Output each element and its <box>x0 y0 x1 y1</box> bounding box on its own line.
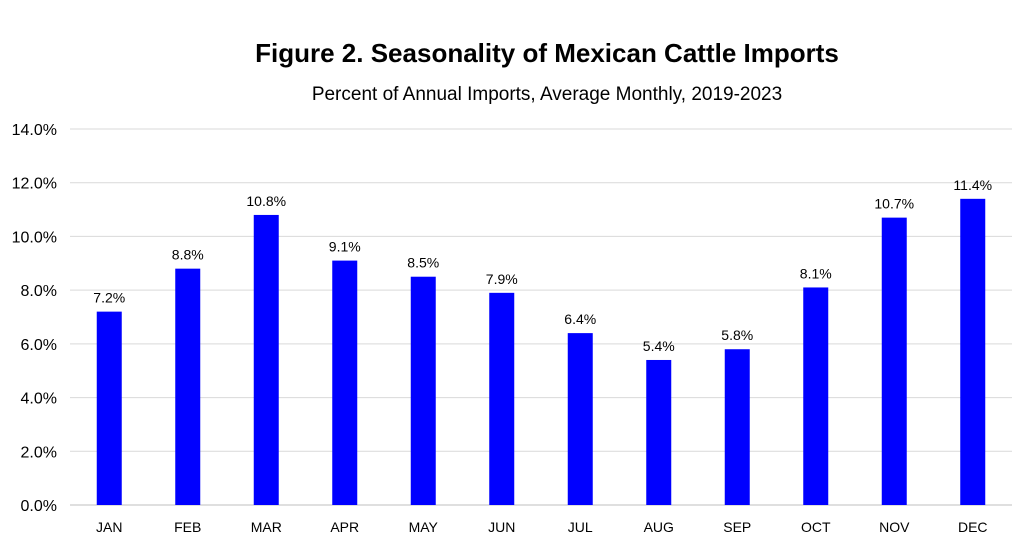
bar-aug <box>646 359 672 505</box>
data-label: 5.4% <box>643 338 675 354</box>
y-tick-label: 14.0% <box>12 122 57 139</box>
bar-jan <box>96 311 122 505</box>
bar-may <box>410 276 436 505</box>
data-label: 10.7% <box>874 196 914 212</box>
x-tick-label: FEB <box>174 519 201 535</box>
data-label: 11.4% <box>953 177 992 193</box>
data-label: 10.8% <box>246 193 286 209</box>
bar-feb <box>175 268 201 505</box>
bar-apr <box>332 260 358 505</box>
x-tick-label: APR <box>330 519 359 535</box>
data-labels: 7.2% 8.8% 10.8% 9.1% 8.5% 7.9% 6.4% 5.4% 5.8% 8.1… <box>93 177 992 354</box>
bar-jul <box>567 333 593 505</box>
y-tick-label: 8.0% <box>21 283 57 300</box>
chart-subtitle: Percent of Annual Imports, Average Month… <box>311 84 783 105</box>
x-axis-ticks: JAN FEB MAR APR MAY JUN JUL AUG SEP OCT NOV DEC <box>96 519 988 535</box>
x-tick-label: MAR <box>251 519 282 535</box>
x-tick-label: JAN <box>96 519 122 535</box>
data-label: 8.8% <box>172 247 204 263</box>
chart-title: Figure 2. Seasonality of Mexican Cattle … <box>255 38 839 68</box>
data-label: 6.4% <box>564 311 596 327</box>
y-tick-label: 2.0% <box>21 444 57 461</box>
data-label: 7.2% <box>93 290 125 306</box>
y-axis-ticks: 0.0% 2.0% 4.0% 6.0% 8.0% 10.0% 12.0% 14.0% <box>12 122 57 515</box>
y-tick-label: 0.0% <box>21 498 57 515</box>
bar-sep <box>724 349 750 505</box>
y-tick-label: 10.0% <box>12 229 57 246</box>
data-label: 5.8% <box>721 327 753 343</box>
data-label: 9.1% <box>329 239 361 255</box>
y-tick-label: 6.0% <box>21 337 57 354</box>
bar-jun <box>489 292 515 505</box>
x-tick-label: MAY <box>409 519 439 535</box>
x-tick-label: NOV <box>879 519 910 535</box>
bar-mar <box>253 214 279 505</box>
bar-dec <box>960 198 986 506</box>
data-label: 7.9% <box>486 271 518 287</box>
x-tick-label: JUL <box>568 519 593 535</box>
bar-nov <box>881 217 907 505</box>
x-tick-label: AUG <box>644 519 674 535</box>
x-tick-label: OCT <box>801 519 831 535</box>
bars <box>96 198 986 506</box>
data-label: 8.1% <box>800 265 832 281</box>
gridlines <box>70 128 1012 506</box>
x-tick-label: SEP <box>723 519 751 535</box>
x-tick-label: DEC <box>958 519 988 535</box>
data-label: 8.5% <box>407 255 439 271</box>
x-tick-label: JUN <box>488 519 515 535</box>
bar-oct <box>803 287 829 505</box>
y-tick-label: 4.0% <box>21 391 57 408</box>
y-tick-label: 12.0% <box>12 176 57 193</box>
